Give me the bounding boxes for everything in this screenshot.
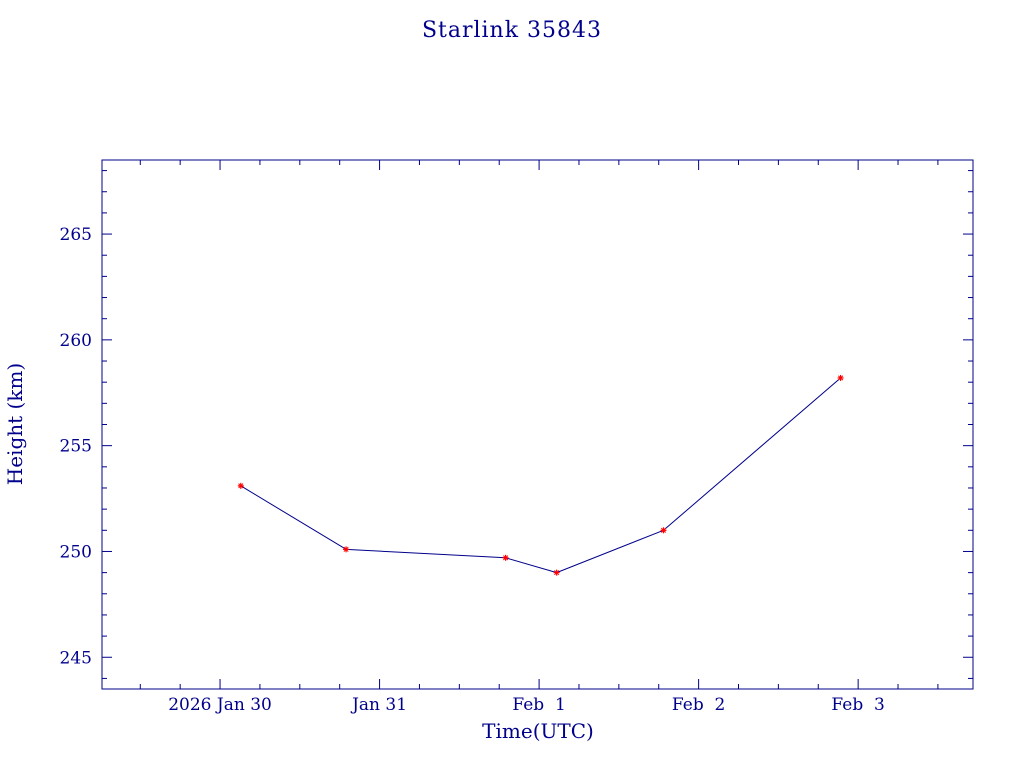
series-segment [346, 548, 506, 559]
y-axis-label: Height (km) [3, 363, 27, 485]
data-point-stroke [343, 546, 349, 552]
series-segment [505, 557, 557, 574]
chart-title: Starlink 35843 [422, 18, 602, 43]
y-tick-label: 255 [60, 437, 92, 457]
x-tick-label: 2026 Jan 30 [168, 695, 272, 715]
data-point-stroke [838, 375, 844, 381]
data-point-stroke [660, 527, 667, 533]
x-axis-label: Time(UTC) [482, 719, 594, 743]
data-point [343, 546, 350, 553]
data-point-stroke [238, 483, 244, 489]
minor-ticks [102, 160, 973, 689]
y-tick-label: 250 [60, 542, 92, 562]
data-point [837, 374, 844, 381]
data-point [237, 482, 244, 489]
y-tick-label: 265 [60, 225, 92, 245]
major-ticks [102, 160, 973, 689]
x-tick-label: Jan 31 [350, 695, 407, 715]
series-markers [237, 374, 844, 576]
plot-frame [101, 159, 974, 690]
series-segment [240, 485, 347, 550]
series-lines [240, 377, 841, 574]
y-tick-labels: 245 250 255 260 265 [60, 225, 92, 668]
data-point [660, 527, 667, 534]
series-segment [556, 529, 664, 574]
data-point [502, 554, 509, 561]
data-point [553, 569, 560, 576]
x-tick-label: Feb 3 [831, 695, 884, 715]
x-tick-label: Feb 1 [512, 695, 565, 715]
x-tick-labels: 2026 Jan 30 Jan 31 Feb 1 Feb 2 Feb 3 [168, 695, 885, 715]
y-tick-label: 260 [60, 331, 92, 351]
series-segment [663, 377, 841, 531]
data-point-stroke [503, 555, 509, 561]
x-tick-label: Feb 2 [672, 695, 725, 715]
data-point-stroke [554, 570, 560, 576]
y-tick-label: 245 [60, 648, 92, 668]
